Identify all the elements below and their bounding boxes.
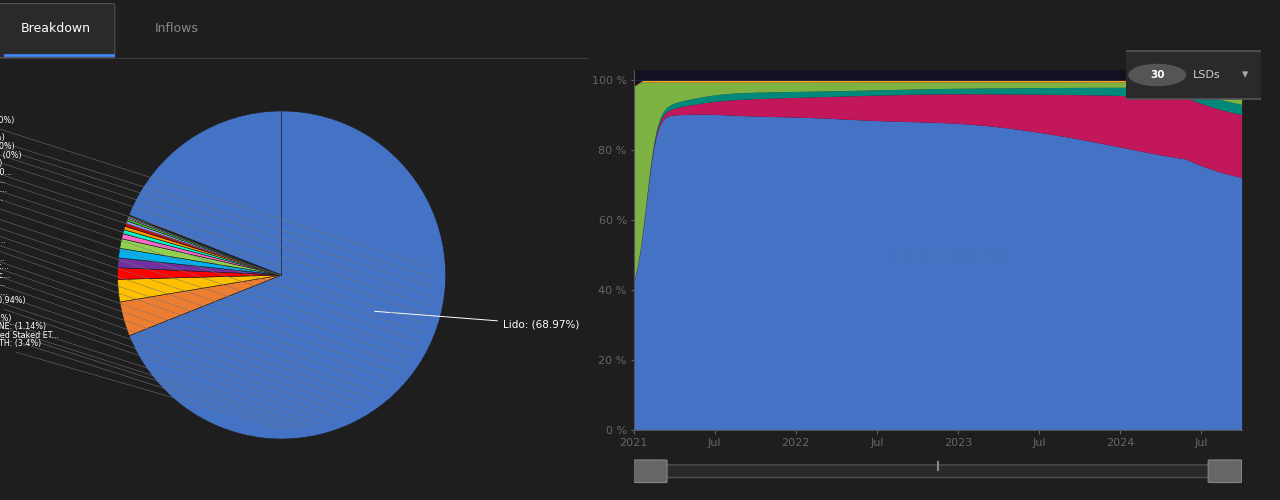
Wedge shape <box>118 275 282 302</box>
Text: Stakehouse: (0%): Stakehouse: (0%) <box>0 134 434 288</box>
Wedge shape <box>129 215 282 275</box>
Text: ▾: ▾ <box>1242 68 1248 82</box>
FancyBboxPatch shape <box>1208 460 1242 482</box>
Wedge shape <box>128 216 282 275</box>
Text: StakeStone STONE: (1.14%): StakeStone STONE: (1.14%) <box>0 322 303 428</box>
FancyBboxPatch shape <box>0 4 115 58</box>
Text: 30: 30 <box>1149 70 1165 80</box>
Text: Liquid Collective...: Liquid Collective... <box>0 288 339 418</box>
Text: Coinbase Wrapped Staked ET...: Coinbase Wrapped Staked ET... <box>0 331 294 430</box>
Wedge shape <box>129 215 282 275</box>
Wedge shape <box>124 226 282 275</box>
Text: GETH: (0.05%): GETH: (0.05%) <box>0 220 399 374</box>
Text: Stader: (0.94%): Stader: (0.94%) <box>0 305 321 424</box>
Wedge shape <box>128 216 282 275</box>
Text: Dinero (pxETH):...: Dinero (pxETH):... <box>0 254 372 399</box>
FancyBboxPatch shape <box>634 460 667 482</box>
Text: NEOPIN Liquid: (0%): NEOPIN Liquid: (0%) <box>0 142 433 297</box>
Text: DefiLlama: DefiLlama <box>891 247 1009 267</box>
Wedge shape <box>120 238 282 275</box>
Wedge shape <box>129 215 282 275</box>
FancyBboxPatch shape <box>634 465 1242 477</box>
Text: Stafi: (0.02%): Stafi: (0.02%) <box>0 210 404 366</box>
Wedge shape <box>129 111 282 275</box>
Text: Ankr: (0.11%): Ankr: (0.11%) <box>0 228 393 380</box>
Wedge shape <box>129 216 282 275</box>
Wedge shape <box>127 219 282 275</box>
Wedge shape <box>125 221 282 275</box>
Circle shape <box>1129 64 1185 86</box>
Text: BakerFi: (0%): BakerFi: (0%) <box>0 125 435 278</box>
Wedge shape <box>119 248 282 275</box>
Wedge shape <box>129 111 445 439</box>
Wedge shape <box>129 215 282 275</box>
Wedge shape <box>128 216 282 275</box>
Text: NodeDAO: (0.14...: NodeDAO: (0.14... <box>0 236 387 387</box>
Text: Inflows: Inflows <box>155 22 198 36</box>
Text: Tranchess Ether: (0%): Tranchess Ether: (0%) <box>0 150 431 306</box>
Text: CRETH2: (0.01%): CRETH2: (0.01%) <box>0 159 429 316</box>
Text: LST Optimizer: (0%): LST Optimizer: (0%) <box>0 116 435 268</box>
Wedge shape <box>129 216 282 275</box>
Text: Origin Ether: ...: Origin Ether: ... <box>0 245 379 394</box>
Wedge shape <box>129 215 282 275</box>
Text: Frax Ether: (0.96%): Frax Ether: (0.96%) <box>0 314 312 426</box>
Wedge shape <box>118 258 282 275</box>
Wedge shape <box>129 216 282 275</box>
Text: Crypto.com Stak...: Crypto.com Stak... <box>0 262 365 404</box>
Wedge shape <box>129 215 282 275</box>
Text: Treehouse Protoc...: Treehouse Protoc... <box>0 271 356 409</box>
Text: Hord: (0.01%): Hord: (0.01%) <box>0 202 410 358</box>
Wedge shape <box>129 215 282 275</box>
Text: Bifrost Liquid St...: Bifrost Liquid St... <box>0 176 424 333</box>
Text: Swell Liquid Sta...: Swell Liquid Sta... <box>0 280 348 414</box>
Wedge shape <box>122 234 282 275</box>
Text: StakeWise V2: (0.94%): StakeWise V2: (0.94%) <box>0 296 330 421</box>
Text: LSDs: LSDs <box>1193 70 1221 80</box>
Wedge shape <box>128 218 282 275</box>
Wedge shape <box>118 268 282 280</box>
Text: Mantle Staked ETH: (3.4%): Mantle Staked ETH: (3.4%) <box>0 340 284 430</box>
Wedge shape <box>125 224 282 275</box>
Wedge shape <box>123 230 282 275</box>
Text: Veno Finance: (...: Veno Finance: (... <box>0 194 415 350</box>
Text: Lido: (68.97%): Lido: (68.97%) <box>375 312 580 329</box>
Text: MEV Protocol: (0...: MEV Protocol: (0... <box>0 185 420 342</box>
FancyBboxPatch shape <box>1121 51 1266 99</box>
Text: Breakdown: Breakdown <box>20 22 91 36</box>
Text: Meta Pool ETH: (0...: Meta Pool ETH: (0... <box>0 168 426 324</box>
Wedge shape <box>120 275 282 336</box>
Wedge shape <box>129 216 282 275</box>
